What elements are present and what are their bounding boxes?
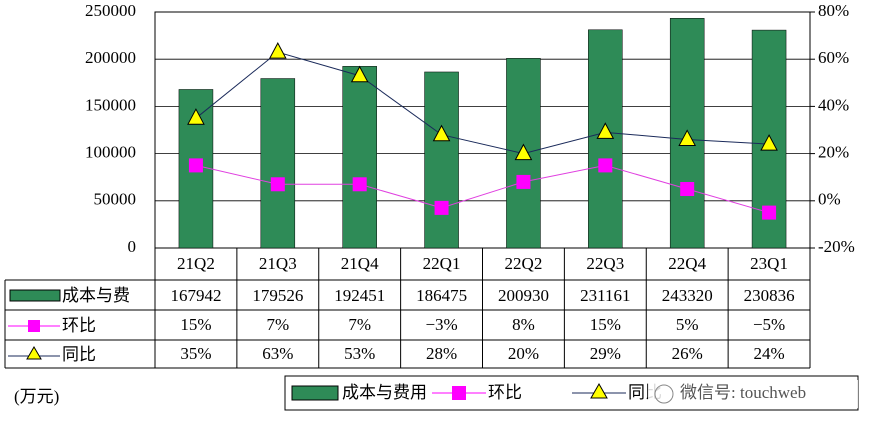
table-cell: 8% <box>512 315 535 334</box>
marker <box>598 158 613 173</box>
watermark-bg <box>648 380 858 408</box>
watermark-icon <box>654 384 674 404</box>
watermark: 微信号: touchweb <box>680 383 806 402</box>
table-cell: 15% <box>590 315 621 334</box>
table-cell: 5% <box>676 315 699 334</box>
line <box>195 51 770 155</box>
marker <box>762 205 777 220</box>
marker <box>352 177 367 192</box>
y2-tick-label: -20% <box>818 237 855 256</box>
table-cell: 15% <box>180 315 211 334</box>
legend-icon <box>452 386 466 400</box>
legend-icon <box>590 382 608 399</box>
table-cell: 200930 <box>498 286 549 305</box>
row-icon <box>9 289 61 302</box>
table-cell: 231161 <box>580 286 630 305</box>
bar <box>342 66 377 249</box>
table-cell: −5% <box>753 315 785 334</box>
y2-tick-label: 80% <box>818 1 849 20</box>
table-cell: 186475 <box>416 286 467 305</box>
y2-tick-label: 20% <box>818 143 849 162</box>
marker <box>187 108 205 125</box>
table-cell: 192451 <box>334 286 385 305</box>
y-tick-label: 200000 <box>85 48 136 67</box>
marker <box>514 143 533 161</box>
line <box>195 164 770 214</box>
table-cell: 29% <box>590 344 621 363</box>
y-tick-label: 0 <box>128 237 137 256</box>
x-tick-label: 22Q4 <box>668 254 706 273</box>
marker <box>516 174 531 189</box>
marker <box>596 122 615 139</box>
marker <box>760 134 778 151</box>
y-tick-label: 50000 <box>94 190 137 209</box>
marker <box>350 65 369 83</box>
marker <box>434 200 449 215</box>
marker <box>680 182 695 196</box>
marker <box>678 129 697 146</box>
table-cell: 243320 <box>662 286 713 305</box>
legend-label: 环比 <box>488 383 522 402</box>
legend-label: 成本与费用 <box>342 383 427 402</box>
table-cell: 24% <box>753 344 784 363</box>
bar <box>424 71 459 249</box>
marker <box>432 124 451 142</box>
marker <box>268 42 287 59</box>
table-cell: 63% <box>262 344 293 363</box>
table-cell: 167942 <box>170 286 221 305</box>
y-tick-label: 100000 <box>85 143 136 162</box>
marker <box>188 158 203 173</box>
legend-icon <box>291 385 339 401</box>
x-tick-label: 22Q2 <box>505 254 543 273</box>
y2-tick-label: 40% <box>818 95 849 114</box>
x-tick-label: 21Q4 <box>341 254 379 273</box>
table-cell: 179526 <box>252 286 303 305</box>
table-cell: 28% <box>426 344 457 363</box>
unit-label: (万元) <box>14 387 59 406</box>
table-cell: 230836 <box>744 286 795 305</box>
row-icon <box>28 320 40 332</box>
table-cell: 7% <box>348 315 371 334</box>
table-cell: −3% <box>425 315 457 334</box>
row-icon <box>26 346 42 360</box>
y2-tick-label: 0% <box>818 190 841 209</box>
bar <box>588 29 623 249</box>
x-tick-label: 22Q3 <box>586 254 624 273</box>
table-cell: 26% <box>672 344 703 363</box>
table-cell: 53% <box>344 344 375 363</box>
table-cell: 35% <box>180 344 211 363</box>
x-tick-label: 23Q1 <box>750 254 788 273</box>
plot-frame <box>154 11 811 249</box>
table-cell: 7% <box>266 315 289 334</box>
bar <box>260 78 296 249</box>
table-cell: 20% <box>508 344 539 363</box>
row-label: 同比 <box>62 345 96 364</box>
y-tick-label: 250000 <box>85 1 136 20</box>
row-label: 成本与费 <box>62 286 130 305</box>
x-tick-label: 22Q1 <box>423 254 461 273</box>
y2-tick-label: 60% <box>818 48 849 67</box>
marker <box>270 177 285 192</box>
x-tick-label: 21Q2 <box>177 254 215 273</box>
y-tick-label: 150000 <box>85 95 136 114</box>
row-label: 环比 <box>62 316 96 335</box>
x-tick-label: 21Q3 <box>259 254 297 273</box>
